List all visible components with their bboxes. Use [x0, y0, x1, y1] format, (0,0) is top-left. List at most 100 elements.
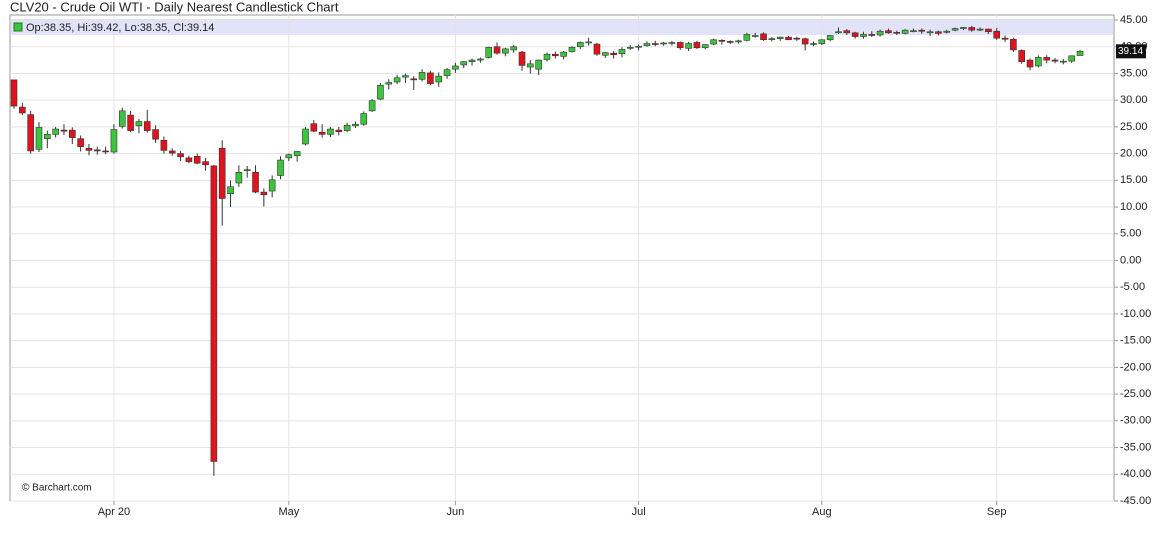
candle-body	[227, 186, 234, 194]
candle-body	[943, 30, 951, 33]
y-tick-label: 45.00	[1120, 14, 1148, 26]
candle-body	[618, 49, 626, 54]
candle-body	[468, 59, 476, 62]
candle-body	[535, 59, 542, 70]
plot-area	[9, 14, 1115, 502]
candle-body	[785, 36, 792, 41]
candle-body	[93, 149, 101, 152]
y-tick-label: 25.00	[1120, 121, 1148, 133]
candles	[10, 25, 1084, 476]
candle-body	[385, 82, 393, 85]
candle-body	[793, 37, 801, 40]
candle-body	[493, 46, 501, 54]
x-tick-label: Apr 20	[98, 506, 130, 518]
candle-body	[668, 42, 676, 44]
candle-body	[801, 38, 809, 45]
candle-body	[851, 32, 859, 37]
candle-body	[160, 139, 168, 151]
candle-body	[776, 36, 784, 40]
candle-body	[593, 43, 601, 55]
candle-body	[68, 129, 76, 138]
candle-body	[310, 123, 318, 132]
candle-body	[585, 41, 592, 44]
candle-body	[868, 34, 876, 36]
x-tick-label: May	[278, 506, 299, 518]
y-tick-label: 10.00	[1120, 201, 1148, 213]
x-tick-label: Jul	[632, 506, 646, 518]
y-tick-label: -5.00	[1120, 281, 1145, 293]
y-tick-label: 15.00	[1120, 174, 1148, 186]
candle-body	[1076, 51, 1084, 56]
candle-body	[35, 127, 43, 150]
candle-body	[893, 31, 901, 34]
chart-title: CLV20 - Crude Oil WTI - Daily Nearest Ca…	[10, 0, 339, 14]
candle-body	[626, 46, 634, 49]
x-tick-label: Sep	[987, 506, 1007, 518]
candle-body	[19, 106, 26, 114]
candle-body	[118, 110, 126, 127]
y-tick-label: -45.00	[1120, 495, 1151, 507]
candle-body	[968, 27, 976, 31]
candle-body	[1026, 59, 1034, 68]
candle-body	[960, 27, 967, 29]
candle-body	[518, 51, 526, 66]
candle-body	[477, 58, 484, 61]
candle-body	[335, 129, 343, 132]
legend-band	[11, 19, 1113, 35]
candle-body	[235, 172, 243, 184]
candle-body	[60, 129, 68, 132]
candle-body	[610, 52, 617, 56]
y-tick-label: -40.00	[1120, 468, 1151, 480]
candle-body	[1068, 55, 1075, 62]
x-tick-label: Jun	[447, 506, 465, 518]
candle-body	[352, 123, 359, 127]
candle-body	[718, 40, 726, 42]
y-tick-label: 30.00	[1120, 94, 1148, 106]
x-tick-label: Aug	[812, 506, 832, 518]
y-tick-label: -20.00	[1120, 361, 1151, 373]
candle-body	[44, 134, 51, 139]
y-tick-label: -25.00	[1120, 388, 1151, 400]
candle-body	[327, 128, 334, 135]
candle-body	[826, 35, 834, 41]
candle-body	[260, 191, 268, 196]
last-price-tag	[1116, 44, 1146, 59]
candle-body	[427, 72, 434, 84]
candle-body	[443, 69, 451, 76]
candle-body	[527, 63, 534, 68]
candle-body	[843, 30, 851, 34]
candle-body	[926, 31, 934, 34]
candle-body	[168, 150, 176, 154]
candle-body	[935, 31, 942, 34]
candle-body	[285, 154, 293, 159]
y-tick-label: 5.00	[1120, 228, 1141, 240]
y-tick-label: 20.00	[1120, 148, 1148, 160]
candle-body	[818, 39, 826, 44]
candle-body	[218, 147, 226, 199]
candle-body	[1051, 59, 1059, 62]
candle-body	[568, 46, 576, 52]
candle-body	[102, 150, 109, 153]
candle-body	[1010, 38, 1017, 51]
candle-body	[277, 159, 284, 176]
candle-body	[410, 78, 418, 81]
candle-body	[252, 172, 259, 193]
y-tick-label: 35.00	[1120, 67, 1148, 79]
candle-body	[743, 34, 751, 41]
watermark: © Barchart.com	[22, 483, 92, 494]
candle-body	[1001, 37, 1009, 40]
candle-body	[52, 128, 59, 135]
y-tick-label: -15.00	[1120, 335, 1151, 347]
candle-body	[452, 65, 459, 70]
candle-body	[77, 138, 84, 147]
candle-body	[643, 43, 651, 46]
legend-text: Op:38.35, Hi:39.42, Lo:38.35, Cl:39.14	[26, 22, 214, 34]
candle-body	[185, 157, 193, 162]
candle-body	[901, 29, 909, 34]
candle-body	[485, 46, 493, 58]
candle-body	[293, 151, 301, 157]
candle-body	[993, 30, 1001, 39]
candle-body	[318, 131, 326, 135]
candle-body	[577, 42, 584, 48]
y-tick-label: -35.00	[1120, 441, 1151, 453]
